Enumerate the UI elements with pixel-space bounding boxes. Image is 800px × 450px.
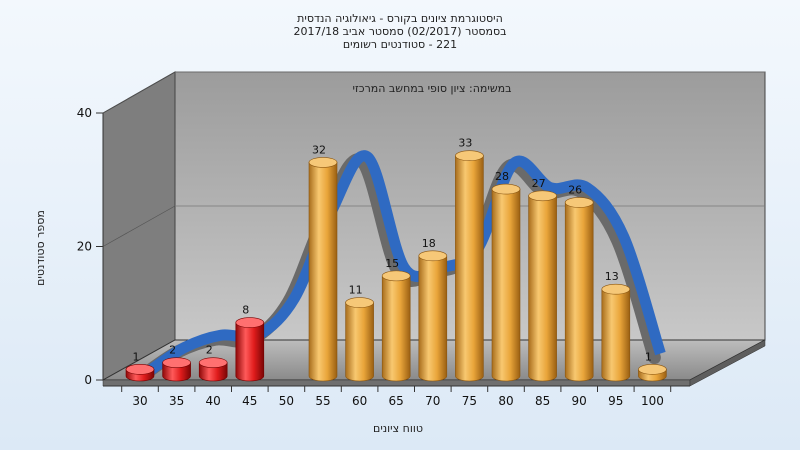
value-label: 8	[242, 304, 249, 317]
bar-top	[418, 250, 448, 262]
bar-top	[455, 150, 484, 162]
bar-top	[601, 283, 631, 295]
y-tick-label: 40	[77, 106, 92, 120]
chart-title-line-2: בסמסטר (02/2017) סמסטר אביב 2017/18	[293, 25, 506, 38]
value-label: 1	[645, 350, 652, 363]
bar-body	[455, 155, 484, 382]
x-tick-label: 80	[498, 394, 513, 408]
value-label: 28	[495, 170, 509, 183]
y-tick-label: 20	[77, 240, 92, 254]
bar-top	[162, 357, 191, 368]
x-tick-label: 35	[169, 394, 184, 408]
bar-65	[381, 270, 411, 382]
bar-top	[235, 317, 265, 328]
x-tick-label: 40	[206, 394, 221, 408]
bar-top	[638, 364, 667, 375]
bar-40	[198, 357, 228, 382]
bar-100	[638, 364, 667, 382]
bar-90	[564, 197, 594, 382]
bar-70	[418, 250, 448, 382]
y-axis-title: מספר סטודנטים	[34, 210, 47, 286]
x-tick-label: 70	[425, 394, 440, 408]
bar-85	[528, 190, 557, 382]
chart-subtitle: במשימה: ציון סופי במחשב המרכזי	[352, 82, 511, 95]
bar-top	[564, 197, 594, 208]
x-tick-label: 30	[132, 394, 147, 408]
bar-body	[345, 302, 374, 382]
bar-top	[308, 157, 338, 168]
x-tick-label: 100	[641, 394, 664, 408]
value-label: 32	[312, 143, 326, 156]
x-tick-label: 45	[242, 394, 257, 408]
x-tick-label: 65	[389, 394, 404, 408]
y-tick-label: 0	[84, 373, 92, 387]
bar-top	[381, 270, 411, 282]
bar-75	[455, 150, 484, 382]
floor-right-edge	[689, 339, 766, 387]
bar-top	[198, 357, 228, 368]
x-ticks-group: 30 35 40 45 50 55 60 65 70 75 80 85 90 95 100	[121, 386, 672, 408]
value-label: 2	[169, 344, 176, 357]
bar-body	[418, 255, 448, 382]
bar-body	[235, 322, 265, 382]
bar-body	[491, 188, 521, 382]
value-label: 33	[458, 137, 472, 150]
bar-top	[491, 183, 521, 195]
value-label: 1	[133, 350, 140, 363]
grid-line-side	[102, 205, 176, 247]
x-axis-title: טווח ציונים	[373, 422, 423, 435]
bar-60	[345, 297, 374, 382]
value-label: 13	[605, 270, 619, 283]
x-tick-label: 60	[352, 394, 367, 408]
value-label: 26	[568, 183, 582, 196]
bars-group	[125, 150, 667, 382]
x-tick-label: 55	[315, 394, 330, 408]
x-tick-label: 95	[608, 394, 623, 408]
bar-30	[125, 364, 155, 382]
x-tick-label: 85	[535, 394, 550, 408]
value-label: 2	[206, 344, 213, 357]
value-label: 15	[385, 257, 399, 270]
bar-body	[564, 202, 594, 382]
bar-45	[235, 317, 265, 382]
bar-55	[308, 157, 338, 382]
y-ticks-group: 0 20 40	[77, 106, 103, 387]
bar-80	[491, 183, 521, 382]
value-label: 27	[532, 177, 546, 190]
bar-body	[381, 275, 411, 382]
x-tick-label: 90	[572, 394, 587, 408]
value-label: 11	[349, 284, 363, 297]
bar-top	[125, 364, 155, 375]
bar-95	[601, 283, 631, 382]
x-tick-label: 75	[462, 394, 477, 408]
chart-title-line-3: 221 - סטודנטים רשומים	[343, 38, 457, 51]
bar-top	[345, 297, 374, 308]
bar-body	[308, 162, 338, 382]
bar-35	[162, 357, 191, 382]
bar-body	[528, 195, 557, 382]
x-tick-label: 50	[279, 394, 294, 408]
bar-top	[528, 190, 557, 202]
chart-title-line-1: היסטוגרמת ציונים בקורס - גיאולוגיה הנדסי…	[297, 12, 503, 25]
bar-body	[601, 288, 631, 382]
grid-line-side	[102, 71, 176, 114]
value-label: 18	[422, 237, 436, 250]
